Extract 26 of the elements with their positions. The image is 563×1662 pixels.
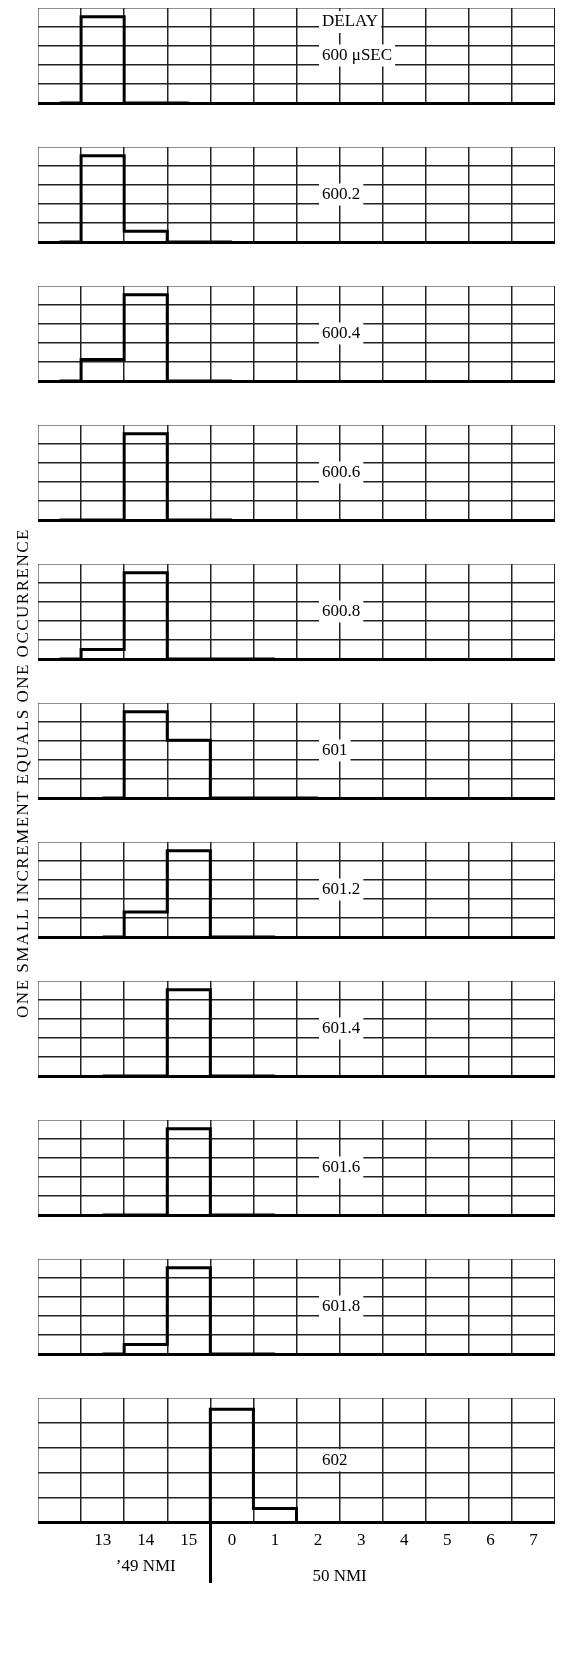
text: 601.2: [322, 878, 361, 898]
text: 600.8: [322, 600, 361, 620]
x-tick-label: 14: [137, 1530, 155, 1550]
x-tick-label: 6: [486, 1530, 495, 1550]
x-tick-label: 1: [270, 1530, 280, 1550]
text: 600.6: [322, 461, 361, 481]
x-tick-label: 4: [399, 1530, 409, 1550]
y-axis-title: ONE SMALL INCREMENT EQUALS ONE OCCURRENCE: [13, 527, 33, 1018]
x-tick-label: 3: [356, 1530, 366, 1550]
text: 602: [322, 1449, 348, 1469]
x-tick-label: 13: [94, 1530, 112, 1550]
x-tick-label: 15: [180, 1530, 198, 1550]
text: ’49 NMI: [115, 1556, 177, 1576]
text: 50 NMI: [312, 1566, 368, 1586]
text: 600.2: [322, 183, 361, 203]
x-tick-label: 5: [443, 1530, 452, 1550]
text: 601: [322, 739, 348, 759]
text: 600 μSEC: [322, 44, 393, 64]
x-tick-label: 2: [313, 1530, 323, 1550]
x-tick-label: 0: [227, 1530, 237, 1550]
text: 601.6: [322, 1156, 361, 1176]
text: 601.8: [322, 1295, 361, 1315]
text: 601.4: [322, 1017, 361, 1037]
annotation: DELAY: [322, 11, 379, 31]
x-tick-label: 7: [529, 1530, 539, 1550]
text: 600.4: [322, 322, 361, 342]
